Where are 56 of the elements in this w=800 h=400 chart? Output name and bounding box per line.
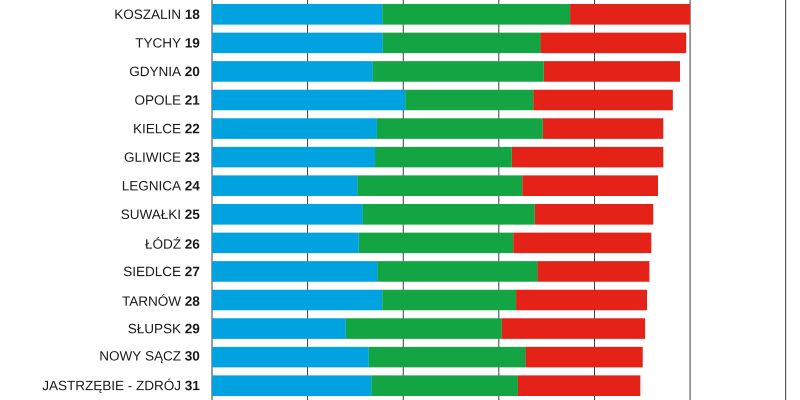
bar <box>382 4 570 25</box>
bar <box>212 261 378 282</box>
y-tick-label: TYCHY 19 <box>136 38 200 48</box>
y-tick-label: ŁÓDŹ 26 <box>145 236 200 249</box>
y-tick-label: GLIWICE 23 <box>124 152 200 162</box>
y-tick-label: GDYNIA 20 <box>130 66 200 76</box>
y-tick-label: SUWAŁKI 25 <box>121 210 200 220</box>
bar <box>512 146 664 168</box>
bar <box>513 232 652 254</box>
bar <box>518 375 640 396</box>
bar <box>212 318 346 339</box>
bar <box>382 290 516 310</box>
bar <box>540 32 686 54</box>
y-tick-label: LEGNICA 24 <box>122 180 200 190</box>
bar <box>212 32 383 54</box>
bar <box>382 32 540 54</box>
y-tick-label: NOWY SĄCZ 30 <box>100 351 200 364</box>
y-tick-label: SIEDLCE 27 <box>124 266 200 276</box>
bar <box>570 4 690 25</box>
y-tick-label: KIELCE 22 <box>134 124 200 134</box>
bar <box>212 346 369 368</box>
bar <box>212 232 359 254</box>
bar <box>538 261 650 282</box>
bar <box>212 175 358 196</box>
bar <box>357 175 522 196</box>
bar <box>544 61 680 82</box>
bar <box>212 118 377 139</box>
bar <box>375 146 512 168</box>
bar <box>362 204 535 225</box>
bar <box>346 318 502 339</box>
bar <box>405 90 534 110</box>
bar <box>368 346 526 368</box>
bar <box>522 175 658 196</box>
bar <box>358 232 514 254</box>
y-tick-label: JASTRZĘBIE - ZDRÓJ 31 <box>42 378 200 393</box>
bar <box>212 90 406 110</box>
bar <box>212 375 372 396</box>
bar <box>372 61 544 82</box>
y-tick-label: TARNÓW 28 <box>122 294 200 306</box>
bar <box>502 318 646 339</box>
y-tick-label: KOSZALIN 18 <box>115 10 200 20</box>
bar <box>212 4 382 25</box>
bar <box>212 146 376 168</box>
bar <box>371 375 518 396</box>
bar <box>516 290 648 310</box>
bar <box>212 204 363 225</box>
bar <box>377 261 538 282</box>
bar <box>534 204 654 225</box>
bar <box>212 290 382 310</box>
bar <box>533 90 673 110</box>
bar <box>542 118 664 139</box>
bar <box>526 346 643 368</box>
y-tick-label: SŁUPSK 29 <box>128 324 200 334</box>
bar <box>376 118 543 139</box>
bar <box>212 61 373 82</box>
y-tick-label: OPOLE 21 <box>135 95 200 105</box>
